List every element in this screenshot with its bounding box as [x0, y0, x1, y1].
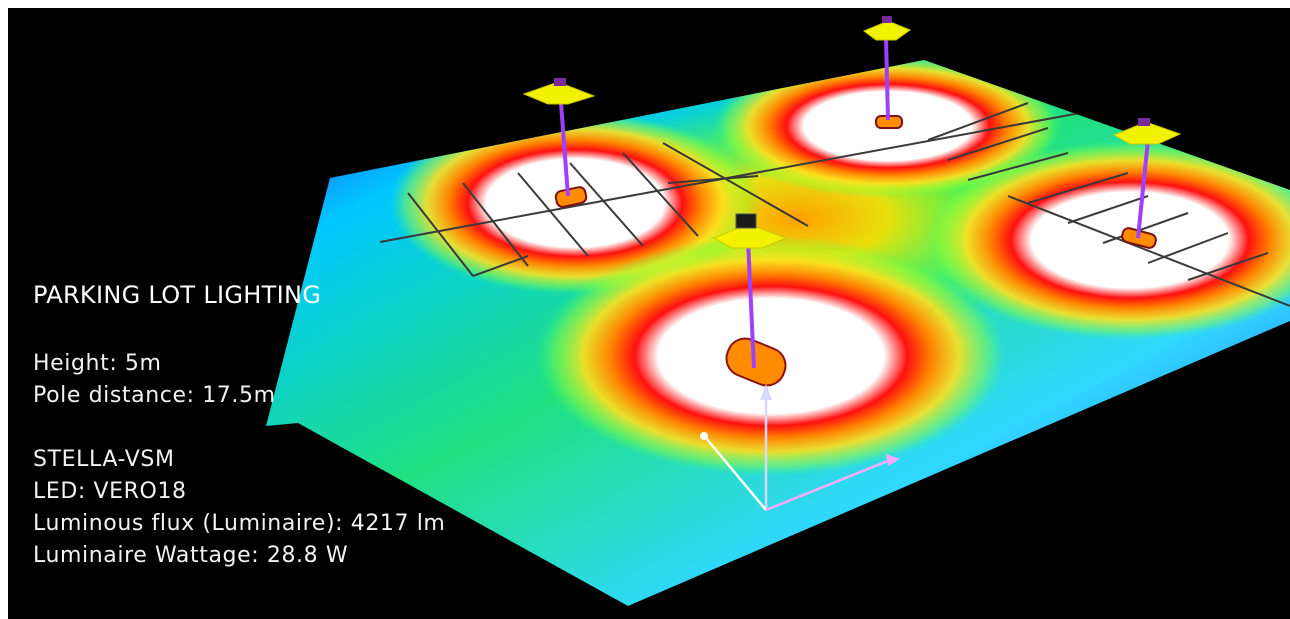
luminaire-heads — [522, 16, 1182, 249]
scene-frame: PARKING LOT LIGHTING Height: 5m Pole dis… — [8, 8, 1290, 619]
parking-grid — [379, 77, 1290, 307]
height-spec: Height: 5m — [33, 351, 162, 376]
led-spec: LED: VERO18 — [33, 479, 187, 504]
luminous-flux-spec: Luminous flux (Luminaire): 4217 lm — [33, 511, 446, 536]
pole-footprints — [554, 115, 1157, 387]
info-panel: PARKING LOT LIGHTING Height: 5m Pole dis… — [33, 280, 445, 572]
pole-distance-spec: Pole distance: 17.5m — [33, 383, 276, 408]
axis-gizmo — [700, 384, 900, 512]
page-title: PARKING LOT LIGHTING — [33, 281, 322, 309]
wattage-spec: Luminaire Wattage: 28.8 W — [33, 543, 349, 568]
product-name: STELLA-VSM — [33, 447, 175, 472]
light-poles — [559, 37, 1150, 369]
spacer — [33, 412, 445, 444]
illuminance-heatmap — [266, 16, 1290, 606]
